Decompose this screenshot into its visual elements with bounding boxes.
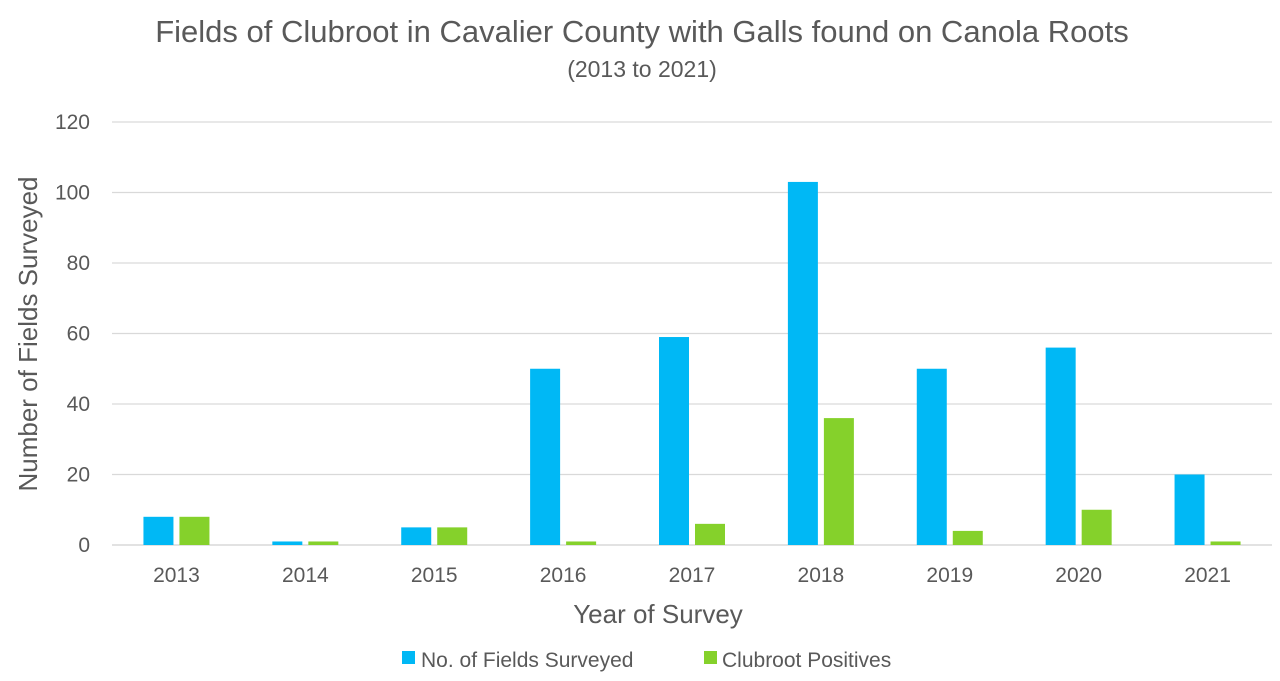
legend-label-clubroot-positives: Clubroot Positives [722, 649, 891, 672]
y-tick-label: 20 [67, 464, 90, 487]
x-tick-label: 2015 [411, 564, 458, 587]
gridlines [112, 121, 1272, 546]
bar-fields-surveyed-2016 [530, 368, 561, 545]
bar-fields-surveyed-2015 [401, 527, 432, 545]
chart-title: Fields of Clubroot in Cavalier County wi… [155, 14, 1129, 49]
bar-clubroot-positives-2015 [437, 527, 468, 545]
x-tick-label: 2020 [1055, 564, 1102, 587]
bar-clubroot-positives-2014 [308, 541, 339, 545]
legend-swatch-fields-surveyed [402, 651, 415, 664]
y-axis-ticks: 0 20 40 60 80 100 120 [55, 111, 90, 557]
bar-clubroot-positives-2021 [1210, 541, 1241, 545]
y-tick-label: 100 [55, 182, 90, 205]
x-tick-label: 2017 [669, 564, 716, 587]
bar-clubroot-positives-2019 [952, 530, 983, 545]
y-tick-label: 40 [67, 393, 90, 416]
bar-fields-surveyed-2019 [916, 368, 947, 545]
y-axis-title: Number of Fields Surveyed [13, 176, 43, 491]
legend-swatch-clubroot-positives [704, 651, 717, 664]
bar-clubroot-positives-2013 [179, 516, 210, 545]
bar-clubroot-positives-2018 [823, 418, 854, 545]
x-tick-label: 2021 [1184, 564, 1231, 587]
bar-clubroot-positives-2017 [695, 523, 725, 545]
y-tick-label: 80 [67, 252, 90, 275]
y-tick-label: 0 [78, 534, 90, 557]
x-tick-label: 2018 [798, 564, 845, 587]
legend-label-fields-surveyed: No. of Fields Surveyed [421, 649, 633, 672]
bar-fields-surveyed-2013 [143, 516, 174, 545]
x-tick-label: 2019 [926, 564, 973, 587]
x-axis-title: Year of Survey [573, 599, 743, 629]
y-tick-label: 120 [55, 111, 90, 134]
bar-fields-surveyed-2020 [1045, 347, 1076, 545]
bar-fields-surveyed-2017 [659, 337, 689, 545]
bars [143, 181, 1241, 546]
bar-clubroot-positives-2016 [566, 541, 597, 545]
x-axis-ticks: 2013 2014 2015 2016 2017 2018 2019 2020 2021 [153, 564, 1231, 587]
bar-fields-surveyed-2021 [1174, 474, 1205, 545]
y-tick-label: 60 [67, 323, 90, 346]
bar-clubroot-positives-2020 [1081, 509, 1112, 545]
legend: No. of Fields Surveyed Clubroot Positive… [402, 649, 891, 672]
x-tick-label: 2016 [540, 564, 587, 587]
bar-fields-surveyed-2014 [272, 541, 303, 545]
chart-subtitle: (2013 to 2021) [567, 56, 717, 82]
x-tick-label: 2014 [282, 564, 329, 587]
x-tick-label: 2013 [153, 564, 200, 587]
bar-fields-surveyed-2018 [787, 181, 818, 546]
